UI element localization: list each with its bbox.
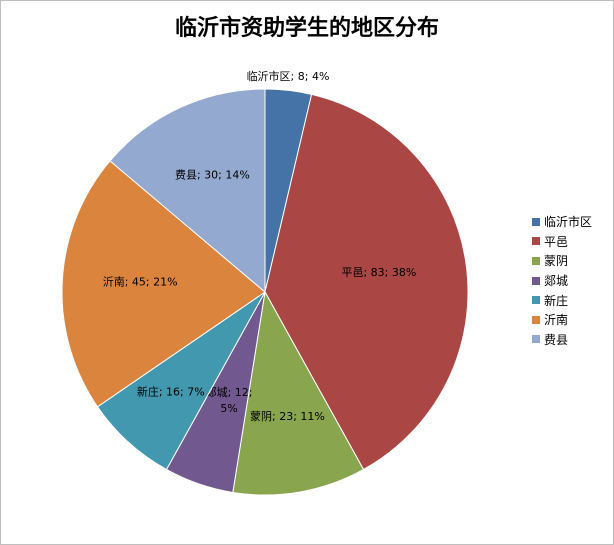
legend-swatch <box>532 315 540 324</box>
legend-swatch <box>532 217 540 226</box>
legend-label: 新庄 <box>544 293 569 308</box>
chart-legend: 临沂市区平邑蒙阴郯城新庄沂南费县 <box>532 212 592 349</box>
legend-item-3: 蒙阴 <box>532 251 592 271</box>
data-label-7: 费县; 30; 14% <box>175 169 250 182</box>
data-label-4: 郯城; 12; <box>206 385 253 399</box>
data-label-2: 平邑; 83; 38% <box>341 266 416 279</box>
legend-item-6: 沂南 <box>532 310 592 330</box>
legend-label: 郯城 <box>544 274 569 289</box>
legend-swatch <box>532 256 540 265</box>
data-label-1: 临沂市区; 8; 4% <box>247 69 330 83</box>
data-label-5: 新庄; 16; 7% <box>137 385 205 399</box>
data-label-3: 蒙阴; 23; 11% <box>250 410 325 423</box>
legend-item-1: 临沂市区 <box>532 212 592 232</box>
legend-swatch <box>532 276 540 285</box>
legend-item-5: 新庄 <box>532 290 592 310</box>
legend-swatch <box>532 335 540 344</box>
legend-item-4: 郯城 <box>532 271 592 291</box>
legend-label: 沂南 <box>544 313 569 328</box>
legend-swatch <box>532 237 540 246</box>
legend-label: 蒙阴 <box>544 254 569 269</box>
legend-label: 平邑 <box>544 234 569 249</box>
legend-label: 临沂市区 <box>544 215 593 230</box>
legend-label: 费县 <box>544 332 569 347</box>
legend-item-7: 费县 <box>532 330 592 350</box>
data-label-6: 沂南; 45; 21% <box>103 276 178 289</box>
legend-item-2: 平邑 <box>532 232 592 252</box>
pie-slice-6 <box>61 160 266 408</box>
pie-slice-7 <box>109 88 266 294</box>
pie-slice-3 <box>232 290 365 496</box>
pie-slice-2 <box>264 93 469 471</box>
chart-title: 临沂市资助学生的地区分布 <box>174 16 439 41</box>
legend-swatch <box>532 296 540 305</box>
data-label-4-line2: 5% <box>220 402 237 415</box>
